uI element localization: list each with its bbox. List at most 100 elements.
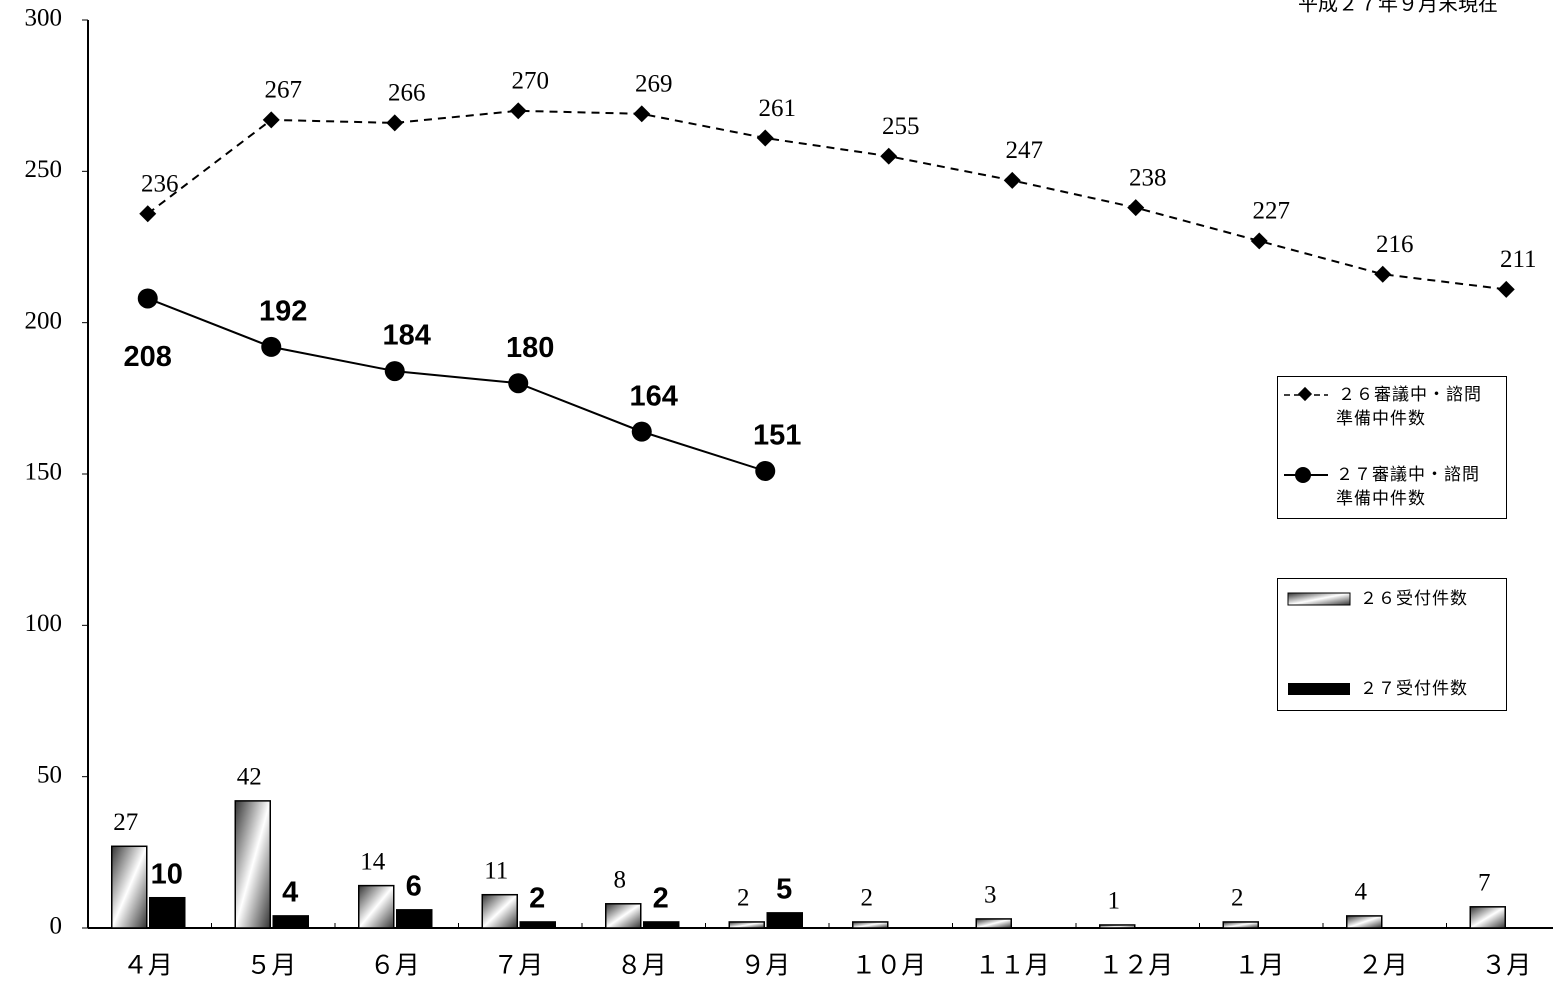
marker [633,105,651,123]
x-tick-label: ８月 [617,953,667,980]
point-label: 208 [124,341,172,373]
y-tick-label: 200 [25,307,63,334]
bar [481,893,518,929]
bar [975,918,1012,929]
bar [396,909,433,929]
bar [1346,915,1383,929]
marker [1127,199,1145,217]
legend-key [1287,592,1351,606]
x-tick-label: １２月 [1098,953,1173,980]
bar-label: 3 [984,882,997,909]
x-tick-label: １月 [1234,953,1284,980]
point-label: 270 [512,68,550,95]
point-label: 255 [882,113,920,140]
bar-label: 4 [1355,879,1368,906]
x-tick-label: ３月 [1481,953,1531,980]
point-label: 236 [141,170,179,197]
x-tick-label: １０月 [851,953,926,980]
x-tick-label: ４月 [123,953,173,980]
bar [643,921,680,929]
point-label: 211 [1500,246,1537,273]
legend-keys [1287,592,1351,695]
bar [728,921,765,929]
marker [880,147,898,165]
y-tick-label: 150 [25,459,63,486]
marker [756,129,774,147]
legend-key [1295,467,1311,483]
marker [137,288,158,309]
legend-label: ２６審議中・諮問準備中件数 [1336,385,1482,429]
marker [755,460,776,481]
bar [272,915,309,929]
marker [508,373,529,394]
x-tick-label: ５月 [246,953,296,980]
x-tick-label: １１月 [975,953,1050,980]
legend-key [1297,386,1313,402]
point-label: 261 [759,95,797,122]
legend-bars: ２６受付件数 ２７受付件数 [1277,578,1507,711]
point-label: 216 [1376,231,1414,258]
marker [384,361,405,382]
bar-label: 8 [614,867,627,894]
legend-label: ２６受付件数 [1360,589,1468,609]
point-label: 227 [1253,198,1291,225]
legend-keys [1284,386,1328,483]
bar [1099,924,1136,929]
bar-label: 42 [237,764,262,791]
line [147,109,1507,291]
bar-label: 6 [406,870,422,902]
point-label: 266 [388,80,426,107]
marker [631,421,652,442]
y-tick-label: 300 [25,5,63,32]
point-label: 238 [1129,164,1167,191]
bar-label: 2 [1231,885,1244,912]
bar [358,884,395,929]
bar [111,845,148,929]
marker [261,336,282,357]
legend-lines: ２６審議中・諮問準備中件数 ２７審議中・諮問準備中件数 [1277,376,1507,519]
marker [1497,280,1515,298]
y-tick-label: 0 [50,913,63,940]
point-label: 180 [506,332,554,364]
marker [1250,232,1268,250]
bar [605,903,642,929]
bar-label: 2 [861,885,874,912]
point-label: 164 [630,380,678,412]
marker [139,205,157,223]
x-tick-label: ９月 [740,953,790,980]
bar-label: 4 [282,877,298,909]
legend-label: ２７受付件数 [1360,679,1468,699]
line [147,297,766,472]
bar-label: 2 [529,883,545,915]
bar [766,912,803,929]
legend-key [1288,683,1350,695]
bar-label: 5 [776,874,792,906]
point-label: 184 [383,320,431,352]
marker [386,114,404,132]
bar [149,896,186,929]
x-tick-label: ２月 [1358,953,1408,980]
bar [852,921,889,929]
y-tick-label: 250 [25,156,63,183]
point-label: 269 [635,71,673,98]
point-label: 192 [259,296,307,328]
y-tick-label: 100 [25,610,63,637]
point-label: 151 [753,420,801,452]
bar-label: 2 [653,883,669,915]
bar-label: 14 [360,848,386,875]
y-tick-label: 50 [37,761,62,788]
bar-label: 2 [737,885,750,912]
bar [519,921,556,929]
marker [1374,265,1392,283]
legend-label: ２７審議中・諮問準備中件数 [1336,465,1480,509]
bar-label: 7 [1478,870,1491,897]
bar-label: 27 [113,809,138,836]
point-label: 267 [265,77,303,104]
bar-label: 1 [1108,888,1121,915]
marker [1003,171,1021,189]
marker [262,111,280,129]
annotation: 平成２７年９月末現在 [1298,0,1498,16]
bar-label: 10 [151,858,183,890]
